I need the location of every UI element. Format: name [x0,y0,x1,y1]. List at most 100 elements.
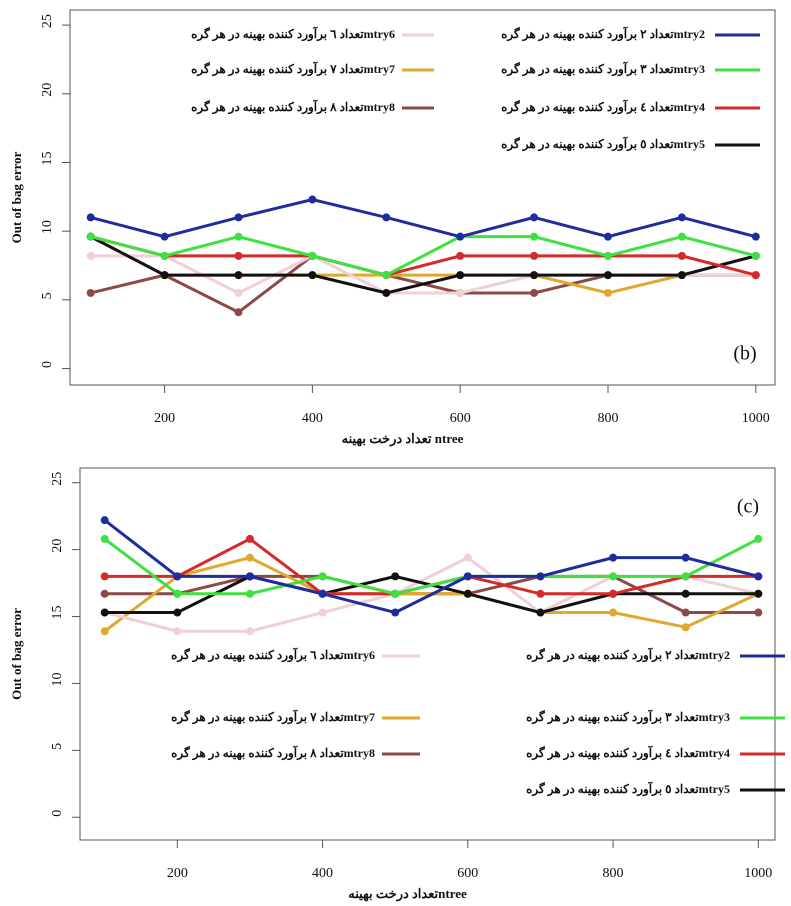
point [160,251,169,260]
point [751,271,760,280]
x-tick-label: 600 [457,866,478,881]
y-tick-label: 10 [50,672,65,686]
plot-frame [69,9,776,386]
x-tick-label: 1000 [744,866,772,881]
chart: 0 5 10 15 20 25 200 400 600 800 1000 تعداد درخت بهی… [9,467,785,902]
point [100,608,109,617]
y-tick-label: 0 [50,810,65,817]
point [530,288,539,297]
point [318,572,327,581]
point [234,308,243,317]
point [456,251,465,260]
point [609,608,618,617]
point [100,516,109,525]
point [173,589,182,598]
y-tick-label: 25 [50,472,65,486]
point [530,271,539,280]
point [530,251,539,260]
point [308,251,317,260]
y-tick-label: 15 [40,151,55,165]
legend-label: تعداد ۳ برآورد کننده بهینه در هر گرهmtry… [501,60,705,77]
point [245,627,254,636]
legend-label: تعداد ۸ برآورد کننده بهینه در هر گرهmtry… [191,98,395,115]
y-tick-label: 20 [50,539,65,553]
point [681,553,690,562]
point [681,572,690,581]
point [536,589,545,598]
point [456,271,465,280]
point [234,271,243,280]
y-tick-label: 5 [40,292,55,299]
point [754,589,763,598]
point [245,589,254,598]
x-tick-label: 800 [603,866,624,881]
legend-label: تعداد ٦ برآورد کننده بهینه در هر گرهmtry… [191,25,395,42]
x-tick-label: 800 [597,411,618,426]
legend-label: تعداد ٥ برآورد کننده بهینه در هر گرهmtry… [526,780,730,797]
x-tick-label: 400 [302,411,323,426]
annotation: (b) [733,343,756,365]
point [463,553,472,562]
point [86,232,95,241]
x-tick-label: 600 [450,411,471,426]
series-line [90,198,757,239]
legend-label: تعداد ٤ برآورد کننده بهینه در هر گرهmtry… [501,98,705,115]
point [536,608,545,617]
point [603,232,612,241]
point [754,534,763,543]
x-tick-label: 200 [154,411,175,426]
point [245,534,254,543]
point [100,627,109,636]
point [382,213,391,222]
y-tick-label: 5 [50,743,65,750]
legend-label: تعداد ۷ برآورد کننده بهینه در هر گرهmtry… [171,708,375,725]
point [234,288,243,297]
point [603,271,612,280]
legend-label: تعداد ۳ برآورد کننده بهینه در هر گرهmtry… [526,708,730,725]
point [754,572,763,581]
point [681,623,690,632]
point [318,589,327,598]
point [677,271,686,280]
point [86,251,95,260]
legend-label: تعداد ۷ برآورد کننده بهینه در هر گرهmtry… [191,60,395,77]
point [308,271,317,280]
x-tick-label: 400 [312,866,333,881]
point [86,213,95,222]
legend-label: تعداد ۸ برآورد کننده بهینه در هر گرهmtry… [171,744,375,761]
point [245,572,254,581]
point [609,589,618,598]
point [463,572,472,581]
y-axis-label: Out of bag error [9,151,24,243]
x-axis-label: تعداد درخت بهینهntree [348,886,467,902]
series-line [103,519,759,615]
y-tick-label: 15 [50,606,65,620]
series-line [103,537,759,596]
series-line [90,235,757,277]
point [100,589,109,598]
point [751,251,760,260]
point [308,195,317,204]
point [677,213,686,222]
annotation: (c) [737,496,759,518]
point [609,553,618,562]
point [173,627,182,636]
point [234,251,243,260]
point [681,608,690,617]
point [530,213,539,222]
point [382,288,391,297]
legend-label: تعداد ٦ برآورد کننده بهینه در هر گرهmtry… [171,646,375,663]
y-tick-label: 0 [40,361,55,368]
point [603,251,612,260]
point [160,232,169,241]
point [86,288,95,297]
point [754,608,763,617]
series-line [90,235,757,277]
point [245,553,254,562]
point [318,608,327,617]
point [391,589,400,598]
series-line [89,235,757,295]
point [536,572,545,581]
y-tick-label: 25 [40,14,55,28]
